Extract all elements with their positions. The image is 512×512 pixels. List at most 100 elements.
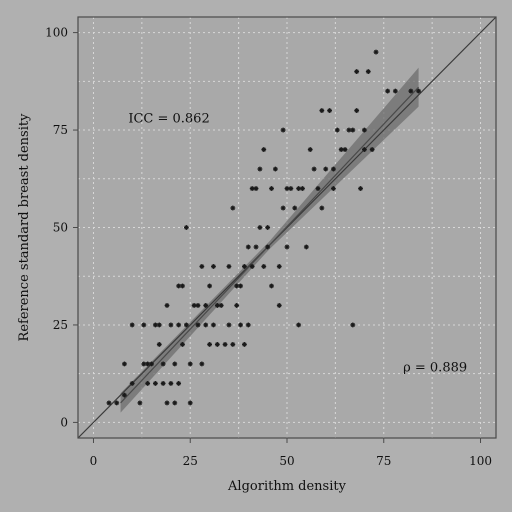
data-point: [315, 186, 321, 191]
y-axis-title: Reference standard breast density: [17, 113, 32, 342]
data-point: [288, 186, 294, 191]
data-point: [350, 322, 356, 328]
data-point: [408, 88, 414, 94]
y-tick-label: 100: [45, 26, 68, 40]
data-point: [122, 392, 127, 398]
data-point: [180, 342, 185, 347]
y-tick-label: 75: [53, 123, 68, 137]
data-point: [334, 127, 340, 133]
data-point: [358, 186, 363, 191]
data-point: [183, 322, 189, 328]
y-tick-label: 25: [53, 318, 68, 332]
data-point: [280, 127, 286, 133]
data-point: [199, 264, 205, 269]
data-point: [416, 88, 421, 94]
data-point: [218, 303, 224, 308]
data-point: [319, 108, 325, 113]
data-point: [276, 264, 282, 269]
data-point: [153, 381, 158, 386]
data-point: [269, 186, 274, 191]
data-point: [129, 381, 135, 386]
data-point: [145, 381, 151, 386]
data-point: [303, 244, 309, 250]
data-point: [373, 49, 379, 55]
data-point: [327, 108, 332, 113]
data-point: [211, 322, 216, 328]
data-point: [172, 400, 178, 406]
data-point: [354, 69, 360, 74]
rho-annotation: ρ = 0.889: [403, 361, 467, 376]
data-point: [369, 147, 375, 152]
data-point: [261, 147, 267, 152]
data-point: [257, 166, 263, 172]
data-point: [354, 108, 360, 113]
data-point: [350, 127, 356, 133]
data-point: [187, 361, 193, 367]
tick-layer: 0 25 50 75 100 0 25 50 75 100: [45, 26, 492, 468]
data-point: [249, 264, 255, 269]
data-point: [392, 88, 398, 94]
line-layer: [77, 16, 497, 439]
data-point: [362, 127, 367, 133]
data-point: [183, 225, 189, 230]
identity-line: [77, 16, 497, 439]
data-point: [238, 283, 243, 289]
data-point: [199, 361, 205, 367]
data-point: [156, 322, 162, 328]
data-point: [195, 303, 201, 308]
data-point: [276, 303, 282, 308]
data-point: [211, 264, 216, 269]
confidence-band: [120, 67, 419, 413]
data-point: [230, 342, 236, 347]
data-point: [160, 361, 166, 367]
data-point: [319, 205, 325, 211]
data-point: [141, 322, 147, 328]
data-point: [214, 342, 220, 347]
data-point: [176, 322, 182, 328]
data-point: [122, 361, 127, 367]
data-point: [172, 361, 178, 367]
point-layer: [106, 49, 421, 406]
grid: [78, 17, 496, 438]
data-point: [323, 166, 329, 172]
data-point: [195, 322, 201, 328]
data-point: [280, 205, 286, 211]
data-point: [230, 205, 236, 211]
x-axis-title: Algorithm density: [227, 479, 347, 494]
data-point: [176, 381, 182, 386]
data-point: [234, 303, 240, 308]
data-point: [207, 283, 212, 289]
data-point: [137, 400, 143, 406]
data-point: [207, 342, 212, 347]
data-point: [160, 381, 166, 386]
x-tick-label: 75: [376, 454, 391, 468]
data-point: [164, 303, 170, 308]
data-point: [342, 147, 348, 152]
data-point: [141, 361, 147, 367]
y-tick-label: 0: [60, 415, 68, 429]
data-point: [300, 186, 305, 191]
data-point: [149, 361, 154, 367]
data-point: [114, 400, 120, 406]
data-point: [292, 205, 298, 211]
data-point: [156, 342, 162, 347]
data-point: [331, 186, 336, 191]
data-point: [338, 147, 344, 152]
data-point: [311, 166, 317, 172]
data-point: [191, 303, 197, 308]
data-point: [257, 225, 263, 230]
data-point: [265, 244, 271, 250]
data-point: [164, 400, 170, 406]
data-point: [307, 147, 313, 152]
data-point: [168, 381, 174, 386]
data-point: [269, 283, 274, 289]
data-point: [284, 244, 290, 250]
data-point: [129, 322, 135, 328]
icc-annotation: ICC = 0.862: [128, 111, 209, 126]
regression-line: [120, 86, 420, 404]
data-point: [187, 400, 193, 406]
data-point: [245, 322, 251, 328]
data-point: [203, 303, 209, 308]
x-tick-label: 25: [183, 454, 198, 468]
